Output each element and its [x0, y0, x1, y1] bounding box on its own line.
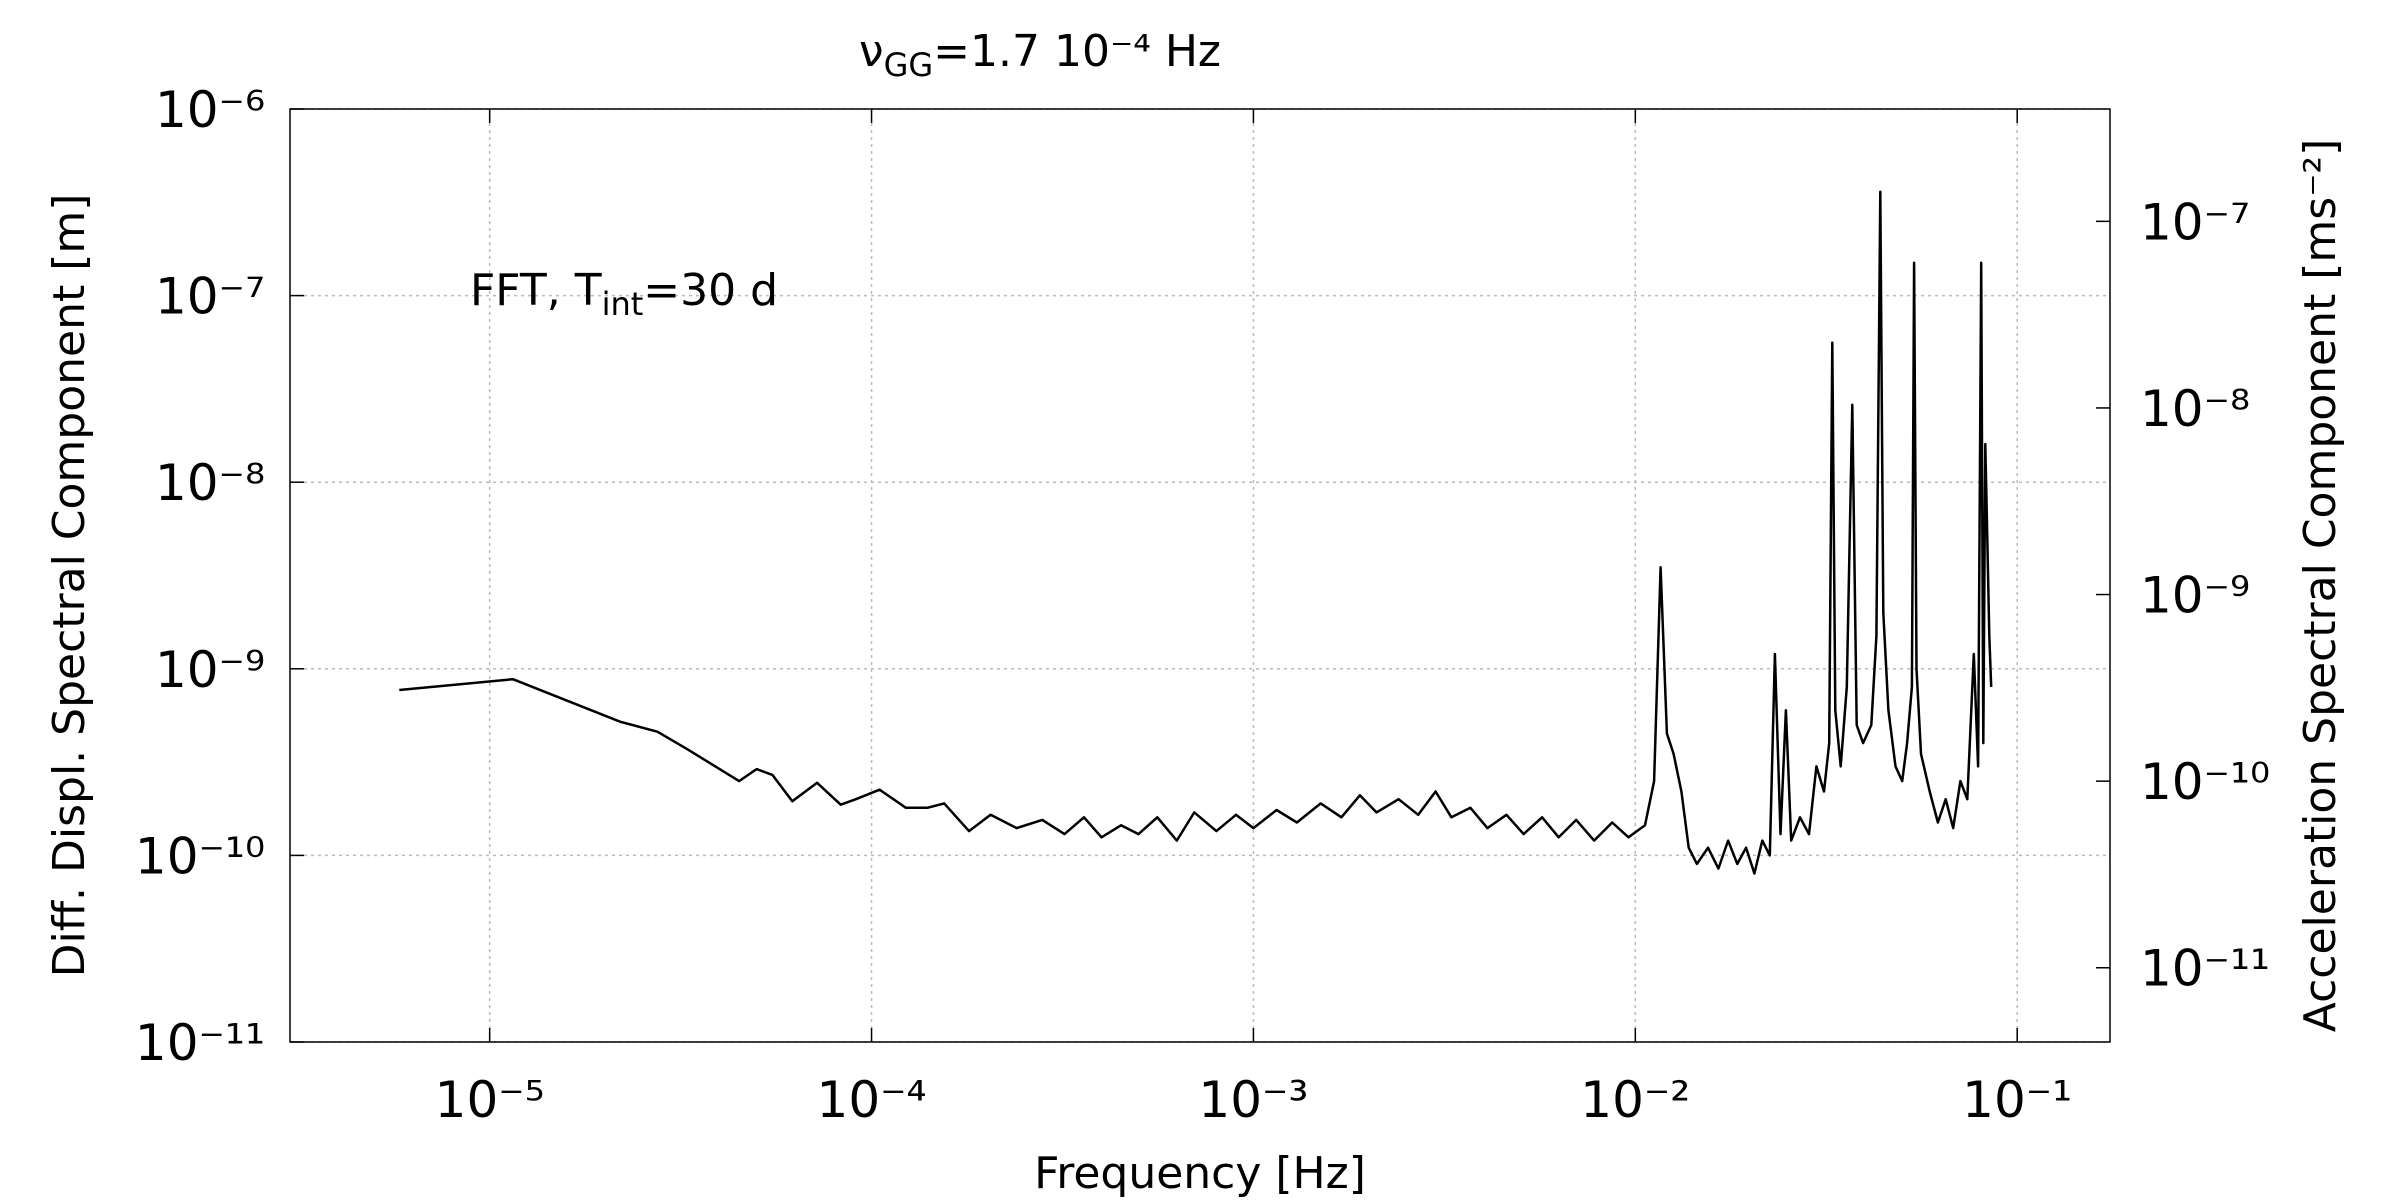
y-tick-label: 10⁻⁸: [155, 454, 265, 512]
x-tick-label: 10⁻²: [1580, 1071, 1690, 1129]
annotation-part: =30 d: [643, 265, 778, 316]
x-tick-label: 10⁻¹: [1962, 1071, 2072, 1129]
chart-title: νGG=1.7 10⁻⁴ Hz: [859, 26, 1221, 84]
y-tick-label: 10⁻¹⁰: [135, 827, 265, 885]
annotation-sub: int: [602, 285, 644, 323]
title-part: ν: [859, 26, 884, 77]
y2-tick-label: 10⁻⁹: [2140, 567, 2250, 625]
y-tick-label: 10⁻¹¹: [135, 1014, 265, 1072]
title-sub: GG: [884, 46, 934, 84]
title-part: =1.7 10⁻⁴ Hz: [933, 26, 1221, 77]
y-tick-label: 10⁻⁷: [155, 268, 265, 326]
y2-tick-label: 10⁻⁷: [2140, 193, 2250, 251]
x-axis-label: Frequency [Hz]: [1034, 1148, 1366, 1199]
y2-tick-label: 10⁻¹¹: [2140, 940, 2270, 998]
x-tick-label: 10⁻⁵: [435, 1071, 545, 1129]
spectrum-line: [399, 190, 1993, 875]
x-tick-label: 10⁻³: [1198, 1071, 1308, 1129]
annotation: FFT, Tint=30 d: [470, 265, 778, 323]
x-tick-label: 10⁻⁴: [817, 1071, 927, 1129]
y2-tick-label: 10⁻¹⁰: [2140, 753, 2270, 811]
y-axis-label: Diff. Displ. Spectral Component [m]: [44, 194, 95, 978]
y-tick-label: 10⁻⁹: [155, 641, 265, 699]
y2-tick-label: 10⁻⁸: [2140, 380, 2250, 438]
annotation-part: FFT, T: [470, 265, 602, 316]
y-tick-label: 10⁻⁶: [155, 81, 265, 139]
plot-frame: [289, 108, 2111, 1043]
y2-axis-label: Acceleration Spectral Component [ms⁻²]: [2295, 139, 2346, 1032]
